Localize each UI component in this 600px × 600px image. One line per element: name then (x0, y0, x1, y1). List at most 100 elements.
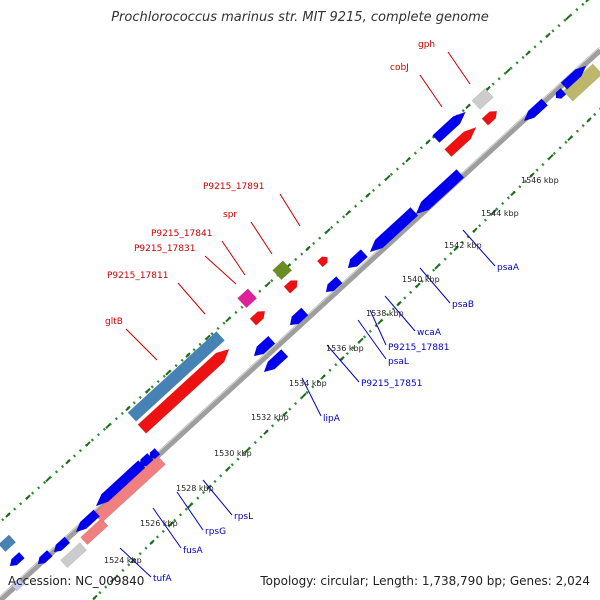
outer-tick-mark (525, 50, 531, 56)
tick-label-1532-kbp: 1532 kbp (251, 413, 289, 422)
tick-label-1528-kbp: 1528 kbp (176, 484, 214, 493)
outer-tick-mark (125, 405, 131, 412)
tick-label-1540-kbp: 1540 kbp (402, 275, 440, 284)
outer-tick-mark (505, 68, 511, 74)
outer-tick-mark (165, 370, 171, 376)
inner-tick-mark (415, 282, 421, 288)
accession-label: Accession: NC_009840 (8, 574, 145, 588)
callout-line-psaA (462, 229, 496, 267)
gene-label-cobJ: cobJ (390, 63, 409, 73)
gene-rpsL-upper (149, 447, 161, 459)
outer-tick-mark (565, 14, 571, 21)
inner-tick-mark (282, 411, 288, 417)
callout-line-P9215_17841 (221, 240, 246, 276)
gene-gph (471, 88, 494, 110)
gene-lipA (253, 335, 276, 357)
callout-line-fusA (152, 507, 182, 549)
gene-label-spr: spr (223, 210, 237, 220)
gene-cobJ (444, 126, 477, 158)
callout-line-wcaA (384, 295, 416, 332)
gene-gltB-steelblue (127, 331, 225, 422)
gene-label-rpsG: rpsG (205, 527, 226, 537)
inner-tick-mark (377, 319, 383, 325)
gene-label-lipA: lipA (323, 414, 341, 424)
gene-upper-right-blue (560, 65, 587, 90)
gene-label-P9215_17831: P9215_17831 (134, 244, 195, 254)
gene-psaB (369, 207, 419, 253)
gene-gph-adjacent (481, 110, 498, 126)
callout-line-spr (250, 221, 273, 255)
gene-P9215_17811 (249, 310, 266, 326)
gene-left-reverse (9, 551, 25, 567)
gene-gltB (137, 348, 230, 434)
tick-label-1534-kbp: 1534 kbp (289, 379, 327, 388)
outer-tick-mark (65, 459, 71, 465)
outer-tick-mark (585, 0, 590, 3)
callout-line-tufA (119, 547, 152, 578)
inner-tick-mark (111, 576, 117, 582)
outer-tick-mark (465, 103, 471, 110)
callout-line-rpsL (202, 479, 233, 516)
callout-line-cobJ (419, 74, 443, 108)
gene-tufA-grey (60, 542, 87, 569)
callout-line-gltB (125, 328, 158, 361)
callout-line-P9215_17881 (369, 309, 387, 346)
gene-label-rpsL: rpsL (234, 512, 253, 522)
inner-tick-mark (225, 466, 231, 472)
inner-tick-mark (548, 153, 554, 160)
gene-P9215_17881 (325, 276, 343, 293)
gene-label-tufA: tufA (153, 574, 172, 584)
gene-right-reverse (523, 98, 549, 122)
outer-tick-mark (265, 281, 271, 287)
outer-tick-mark (425, 139, 431, 145)
inner-tick-mark (491, 209, 497, 215)
gene-label-psaB: psaB (452, 300, 474, 310)
tick-label-1544-kbp: 1544 kbp (481, 209, 519, 218)
outer-tick-mark (545, 32, 551, 39)
tick-labels: 1524 kbp 1526 kbp 1528 kbp 1530 kbp 1532 kbp… (104, 176, 559, 565)
gene-rpsG (75, 509, 101, 533)
outer-tick-mark (45, 476, 51, 483)
callout-line-P9215_17891 (279, 193, 301, 227)
outer-tick-mark (185, 352, 191, 358)
inner-tick-mark (149, 539, 155, 546)
outer-tick-mark (105, 423, 111, 429)
gene-label-P9215_17881: P9215_17881 (388, 343, 449, 353)
inner-tick-mark (301, 392, 307, 399)
callout-line-gph (447, 51, 471, 85)
outer-tick-mark (25, 494, 31, 500)
inner-tick-mark (244, 447, 250, 454)
gene-P9215_17851 (263, 349, 289, 373)
gene-tufA-pink (80, 518, 109, 546)
outer-tick-mark (365, 192, 371, 198)
callout-line-lipA (301, 377, 322, 417)
gene-label-fusA: fusA (183, 546, 204, 556)
genome-summary: Topology: circular; Length: 1,738,790 bp… (260, 574, 590, 588)
inner-tick-mark (529, 172, 535, 178)
gene-P9215_17831 (237, 288, 258, 309)
gene-features (0, 63, 600, 592)
callout-line-rpsG (176, 491, 204, 531)
gene-rpsL (53, 536, 71, 553)
gene-bottom-lavender (10, 577, 25, 592)
map-title: Prochlorococcus marinus str. MIT 9215, c… (111, 10, 489, 25)
gene-small-reverse (37, 549, 53, 565)
gene-left-edge-steelblue (0, 534, 17, 553)
callout-line-psaB (419, 267, 451, 304)
outer-tick-mark (205, 334, 211, 341)
tick-label-1536-kbp: 1536 kbp (326, 344, 364, 353)
tick-label-1538-kbp: 1538 kbp (366, 309, 404, 318)
gene-label-P9215_17841: P9215_17841 (151, 229, 212, 239)
outer-tick-mark (485, 85, 491, 92)
gene-label-gph: gph (418, 40, 435, 50)
inner-tick-mark (586, 117, 592, 123)
tick-label-1526-kbp: 1526 kbp (140, 519, 178, 528)
outer-tick-mark (405, 156, 411, 163)
gene-right-small (555, 87, 567, 99)
gene-label-psaA: psaA (497, 263, 520, 273)
inner-tick-mark (472, 227, 478, 233)
gene-label-P9215_17891: P9215_17891 (203, 182, 264, 192)
